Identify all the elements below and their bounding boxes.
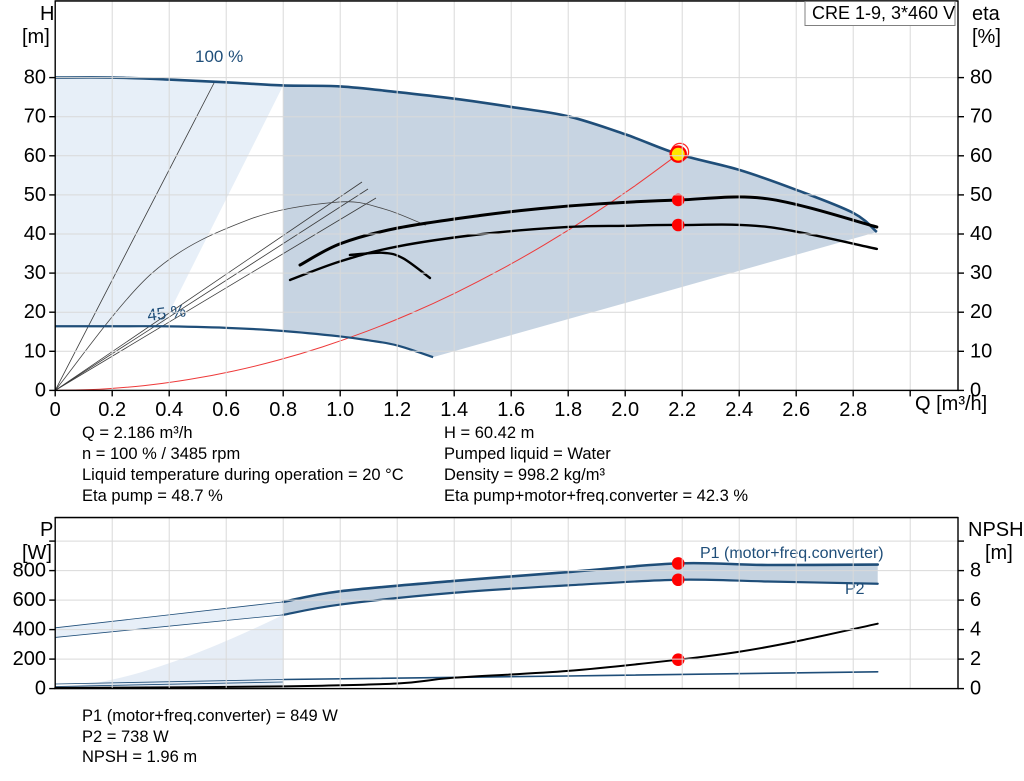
svg-text:2.6: 2.6 (782, 399, 810, 421)
svg-text:400: 400 (13, 619, 46, 641)
svg-text:1.4: 1.4 (440, 399, 468, 421)
svg-text:100 %: 100 % (195, 47, 243, 66)
svg-text:80: 80 (24, 67, 46, 89)
svg-text:0: 0 (970, 678, 981, 700)
svg-text:H: H (40, 3, 54, 25)
svg-text:60: 60 (970, 145, 992, 167)
svg-text:P1 (motor+freq.converter): P1 (motor+freq.converter) (700, 545, 884, 562)
svg-text:2: 2 (970, 648, 981, 670)
svg-text:50: 50 (24, 184, 46, 206)
svg-text:0: 0 (35, 678, 46, 700)
svg-text:eta: eta (972, 3, 1001, 25)
svg-text:10: 10 (24, 340, 46, 362)
svg-text:1.8: 1.8 (554, 399, 582, 421)
svg-text:0.6: 0.6 (212, 399, 240, 421)
svg-text:40: 40 (24, 223, 46, 245)
svg-text:2.8: 2.8 (839, 399, 867, 421)
svg-text:30: 30 (970, 262, 992, 284)
svg-text:20: 20 (970, 301, 992, 323)
svg-text:NPSH: NPSH (968, 519, 1024, 541)
svg-text:P2: P2 (845, 581, 865, 598)
svg-text:10: 10 (970, 340, 992, 362)
svg-text:600: 600 (13, 589, 46, 611)
svg-text:1.2: 1.2 (383, 399, 411, 421)
svg-text:0.8: 0.8 (269, 399, 297, 421)
svg-text:80: 80 (970, 67, 992, 89)
svg-text:[%]: [%] (972, 26, 1001, 48)
svg-text:0: 0 (35, 379, 46, 401)
svg-text:[W]: [W] (22, 542, 52, 564)
svg-text:0.2: 0.2 (98, 399, 126, 421)
svg-text:40: 40 (970, 223, 992, 245)
svg-text:8: 8 (970, 560, 981, 582)
svg-text:20: 20 (24, 301, 46, 323)
svg-text:60: 60 (24, 145, 46, 167)
svg-text:CRE 1-9, 3*460 V: CRE 1-9, 3*460 V (812, 3, 955, 23)
svg-text:6: 6 (970, 589, 981, 611)
svg-text:50: 50 (970, 184, 992, 206)
svg-text:1.6: 1.6 (497, 399, 525, 421)
svg-text:70: 70 (970, 106, 992, 128)
svg-text:4: 4 (970, 619, 981, 641)
svg-text:0.4: 0.4 (155, 399, 183, 421)
svg-text:Q [m³/h]: Q [m³/h] (915, 393, 987, 415)
svg-text:2.2: 2.2 (668, 399, 696, 421)
svg-text:[m]: [m] (22, 26, 50, 48)
svg-text:0: 0 (50, 399, 61, 421)
svg-text:200: 200 (13, 648, 46, 670)
svg-text:P: P (40, 519, 53, 541)
svg-text:[m]: [m] (985, 542, 1013, 564)
svg-text:70: 70 (24, 106, 46, 128)
svg-text:1.0: 1.0 (326, 399, 354, 421)
svg-text:30: 30 (24, 262, 46, 284)
svg-text:2.4: 2.4 (725, 399, 753, 421)
svg-text:2.0: 2.0 (611, 399, 639, 421)
